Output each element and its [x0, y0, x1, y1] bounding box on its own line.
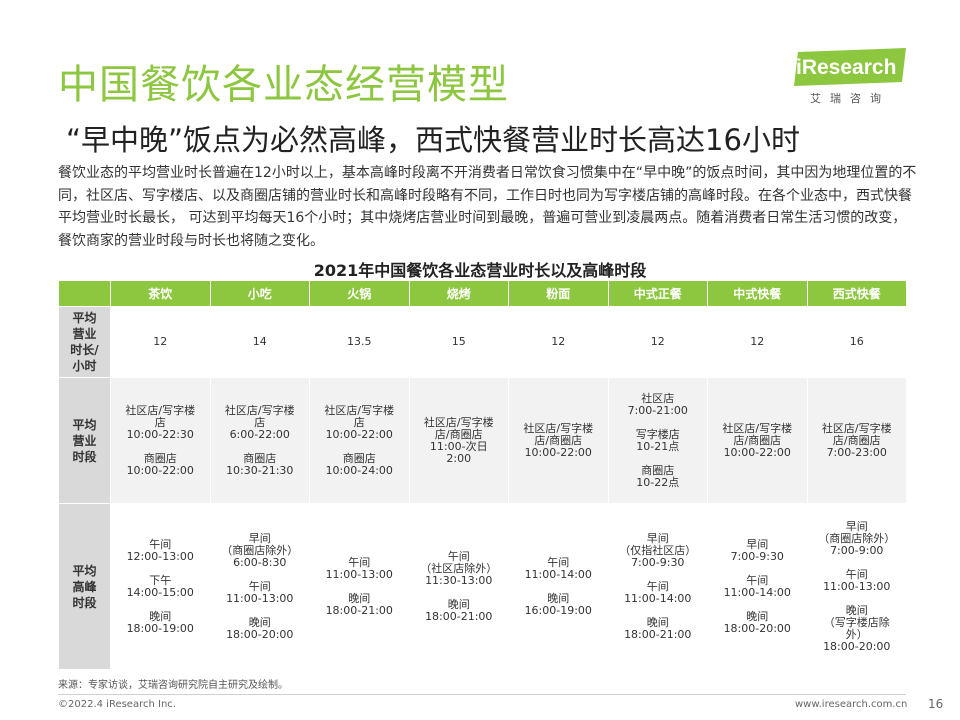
row-header: 平均 营业 时长/ 小时: [58, 306, 111, 378]
table-cell: 早间 （商圈店除外） 6:00-8:30 午间 11:00-13:00 晚间 1…: [209, 503, 310, 670]
table-cell: 早间 （商圈店除外） 7:00-9:00 午间 11:00-13:00 晚间 （…: [806, 503, 907, 670]
logo-subtext: 艾瑞咨询: [810, 92, 890, 105]
table-cell: 15: [408, 306, 509, 378]
column-header: 烧烤: [408, 280, 509, 307]
copyright-text: ©2022.4 iResearch Inc.: [58, 699, 176, 710]
table-cell: 14: [209, 306, 310, 378]
column-header: 茶饮: [110, 280, 211, 307]
table-cell: 12: [707, 306, 808, 378]
business-hours-table: 茶饮 小吃 火锅 烧烤 粉面 中式正餐 中式快餐 西式快餐 平均 营业 时长/ …: [58, 280, 907, 670]
row-header: 平均 营业 时段: [58, 377, 111, 504]
table-cell: 16: [806, 306, 907, 378]
intro-paragraph: 餐饮业态的平均营业时长普遍在12小时以上，基本高峰时段离不开消费者日常饮食习惯集…: [58, 165, 917, 249]
column-header: 中式正餐: [607, 280, 708, 307]
table-row-business-periods: 平均 营业 时段 社区店/写字楼 店 10:00-22:30 商圈店 10:00…: [58, 377, 907, 504]
page-title: 中国餐饮各业态经营模型: [58, 62, 509, 108]
table-cell: 社区店/写字楼 店/商圈店 10:00-22:00: [707, 377, 808, 504]
table-cell: 午间 （社区店除外） 11:30-13:00 晚间 18:00-21:00: [408, 503, 509, 670]
table-cell: 13.5: [309, 306, 410, 378]
column-header: 粉面: [508, 280, 609, 307]
table-cell: 午间 11:00-13:00 晚间 18:00-21:00: [309, 503, 410, 670]
table-title: 2021年中国餐饮各业态营业时长以及高峰时段: [313, 261, 647, 280]
table-cell: 社区店 7:00-21:00 写字楼店 10-21点 商圈店 10-22点: [607, 377, 708, 504]
source-note: 来源：专家访谈，艾瑞咨询研究院自主研究及绘制。: [58, 680, 288, 691]
column-header: 火锅: [309, 280, 410, 307]
table-header-row: 茶饮 小吃 火锅 烧烤 粉面 中式正餐 中式快餐 西式快餐: [58, 280, 907, 307]
table-cell: 12: [607, 306, 708, 378]
table-cell: 社区店/写字楼 店 6:00-22:00 商圈店 10:30-21:30: [209, 377, 310, 504]
table-row-peak-periods: 平均 高峰 时段 午间 12:00-13:00 下午 14:00-15:00 晚…: [58, 503, 907, 670]
table-cell: 午间 11:00-14:00 晚间 16:00-19:00: [508, 503, 609, 670]
header-corner-cell: [58, 280, 111, 307]
footer-divider: [58, 694, 906, 695]
table-cell: 社区店/写字楼 店/商圈店 10:00-22:00: [508, 377, 609, 504]
table-cell: 12: [110, 306, 211, 378]
table-cell: 早间 7:00-9:30 午间 11:00-14:00 晚间 18:00-20:…: [707, 503, 808, 670]
table-cell: 社区店/写字楼 店/商圈店 7:00-23:00: [806, 377, 907, 504]
column-header: 西式快餐: [806, 280, 907, 307]
page-number: 16: [928, 697, 944, 711]
table-cell: 社区店/写字楼 店/商圈店 11:00-次日 2:00: [408, 377, 509, 504]
table-cell: 社区店/写字楼 店 10:00-22:00 商圈店 10:00-24:00: [309, 377, 410, 504]
logo-badge-icon: [794, 48, 906, 86]
table-cell: 12: [508, 306, 609, 378]
table-row-avg-hours: 平均 营业 时长/ 小时 12 14 13.5 15 12 12 12 16: [58, 306, 907, 378]
column-header: 小吃: [209, 280, 310, 307]
table-cell: 早间 （仅指社区店） 7:00-9:30 午间 11:00-14:00 晚间 1…: [607, 503, 708, 670]
logo-text: iResearch: [796, 56, 897, 79]
iresearch-logo: iResearch 艾瑞咨询: [788, 48, 913, 108]
website-link[interactable]: www.iresearch.com.cn: [795, 699, 908, 710]
column-header: 中式快餐: [707, 280, 808, 307]
page-subtitle: “早中晚”饭点为必然高峰，西式快餐营业时长高达16小时: [66, 123, 800, 157]
row-header: 平均 高峰 时段: [58, 503, 111, 670]
table-cell: 社区店/写字楼 店 10:00-22:30 商圈店 10:00-22:00: [110, 377, 211, 504]
table-cell: 午间 12:00-13:00 下午 14:00-15:00 晚间 18:00-1…: [110, 503, 211, 670]
